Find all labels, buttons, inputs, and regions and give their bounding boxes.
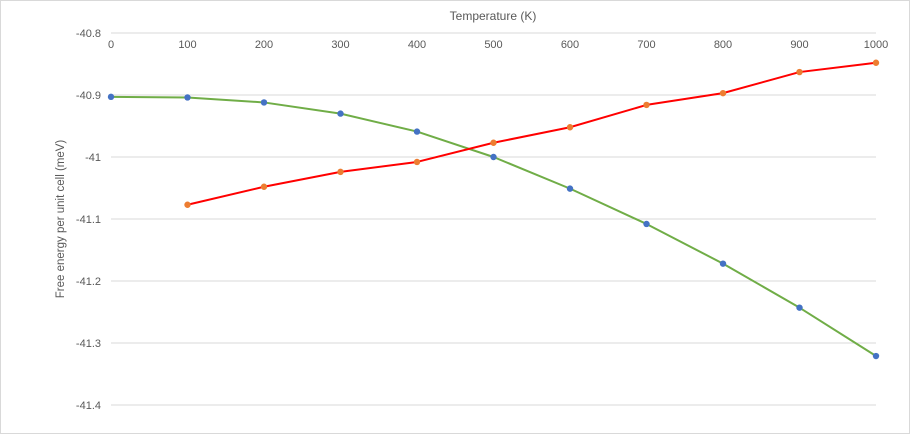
series-line-1[interactable] bbox=[110, 95, 877, 358]
data-point-marker[interactable] bbox=[796, 68, 803, 76]
y-tick-label: -40.9 bbox=[76, 90, 101, 102]
data-point-marker[interactable] bbox=[260, 99, 268, 106]
x-tick-label: 0 bbox=[108, 39, 114, 51]
x-tick-label: 200 bbox=[255, 39, 273, 51]
data-point-marker[interactable] bbox=[184, 201, 191, 208]
x-tick-label: 1000 bbox=[864, 39, 888, 51]
data-point-marker[interactable] bbox=[490, 139, 497, 146]
data-point-marker[interactable] bbox=[872, 352, 880, 360]
data-point-marker[interactable] bbox=[413, 158, 421, 166]
x-tick-label: 800 bbox=[714, 39, 732, 51]
y-tick-label: -41.3 bbox=[76, 338, 101, 350]
data-point-marker[interactable] bbox=[719, 260, 727, 267]
y-axis-title: Free energy per unit cell (meV) bbox=[55, 139, 67, 299]
x-tick-label: 900 bbox=[790, 39, 808, 51]
y-tick-label: -41 bbox=[85, 152, 101, 164]
x-tick-label: 100 bbox=[178, 39, 196, 51]
data-point-marker[interactable] bbox=[643, 220, 650, 228]
y-tick-label: -41.1 bbox=[76, 214, 101, 226]
data-point-marker[interactable] bbox=[643, 101, 650, 109]
data-point-marker[interactable] bbox=[796, 304, 803, 311]
x-axis-title: Temperature (K) bbox=[449, 9, 537, 23]
data-point-marker[interactable] bbox=[184, 94, 191, 101]
data-point-marker[interactable] bbox=[337, 168, 344, 176]
data-point-marker[interactable] bbox=[413, 128, 421, 135]
data-point-marker[interactable] bbox=[337, 110, 344, 117]
data-point-marker[interactable] bbox=[872, 59, 880, 66]
data-point-marker[interactable] bbox=[260, 183, 268, 190]
x-tick-label: 400 bbox=[408, 39, 426, 51]
x-tick-label: 500 bbox=[484, 39, 502, 51]
x-tick-label: 700 bbox=[637, 39, 655, 51]
data-point-marker[interactable] bbox=[719, 89, 727, 97]
data-point-marker[interactable] bbox=[566, 124, 574, 131]
y-tick-label: -41.2 bbox=[76, 276, 101, 288]
data-point-marker[interactable] bbox=[566, 185, 574, 192]
y-tick-label: -40.8 bbox=[76, 28, 101, 40]
x-tick-label: 600 bbox=[561, 39, 579, 51]
x-tick-label: 300 bbox=[331, 39, 349, 51]
series-line-2[interactable] bbox=[186, 61, 877, 206]
data-point-marker[interactable] bbox=[107, 93, 115, 101]
data-point-marker[interactable] bbox=[490, 153, 497, 161]
y-tick-label: -41.4 bbox=[76, 400, 101, 412]
